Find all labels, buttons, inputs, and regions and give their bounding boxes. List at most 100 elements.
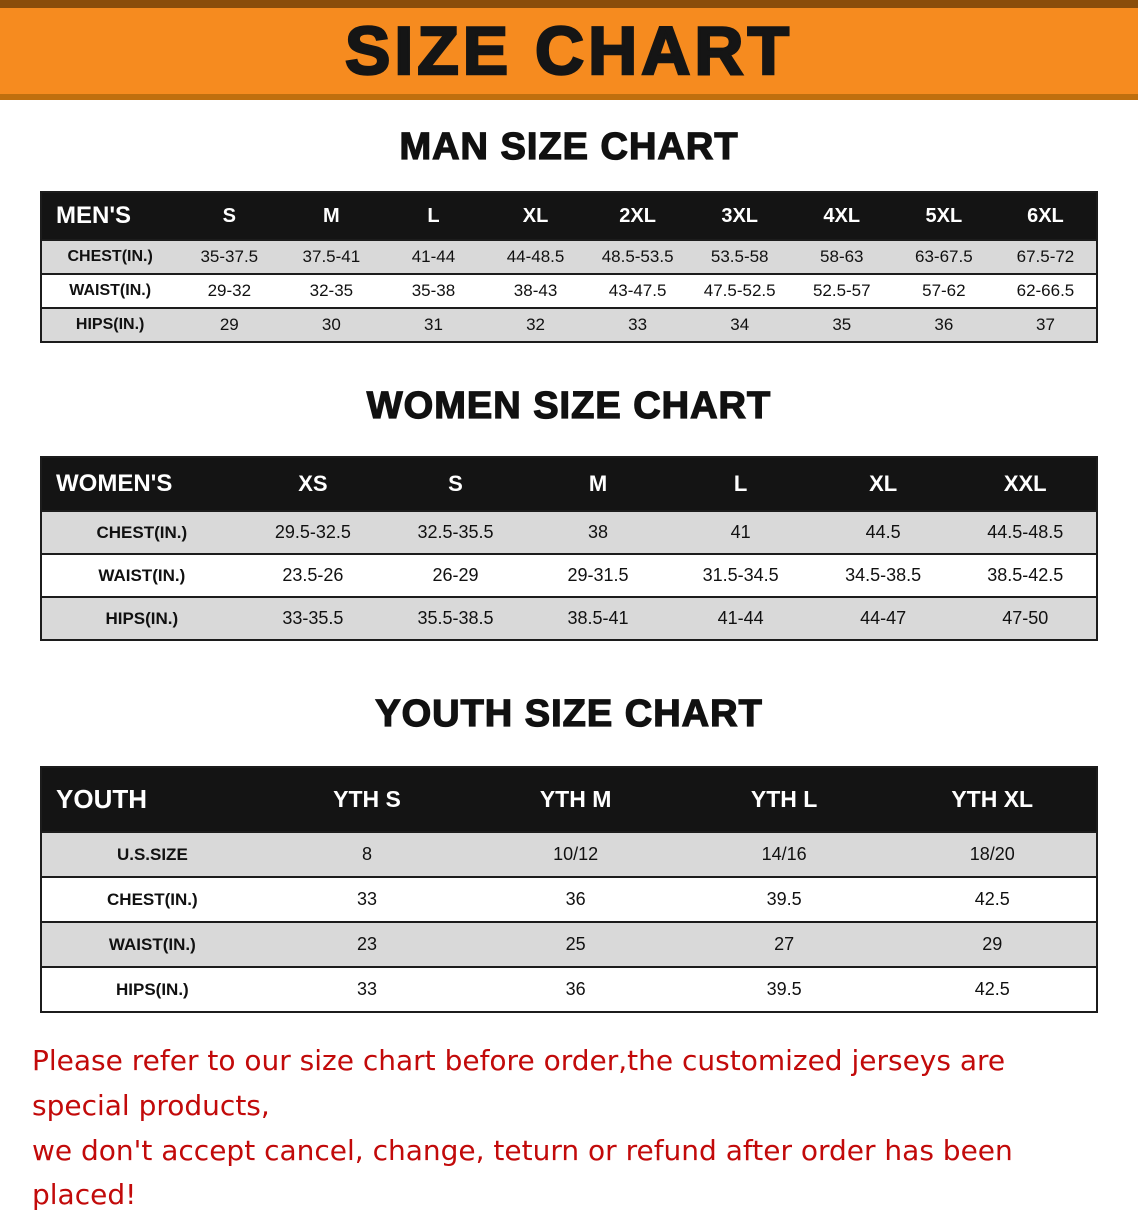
- size-value-cell: 33-35.5: [282, 608, 344, 628]
- size-column-header: XS: [298, 471, 328, 496]
- size-value-cell: 26-29: [432, 565, 479, 585]
- table-category-header: MEN'S: [56, 202, 132, 229]
- size-value-cell: 31: [424, 315, 443, 334]
- size-value-cell: 52.5-57: [812, 281, 871, 300]
- banner: SIZE CHART: [0, 0, 1138, 100]
- size-value-cell: 44-47: [860, 608, 907, 628]
- size-value-cell: 14/16: [761, 844, 807, 864]
- table-row: HIPS(IN.) 33 36 39.5 42.5: [41, 967, 1097, 1012]
- size-column-header: S: [448, 471, 463, 496]
- size-value-cell: 37: [1035, 315, 1055, 334]
- size-value-cell: 47-50: [1002, 608, 1049, 628]
- size-value-cell: 39.5: [766, 979, 802, 999]
- row-label: HIPS(IN.): [105, 608, 179, 628]
- size-value-cell: 25: [565, 934, 586, 954]
- row-label: CHEST(IN.): [96, 522, 188, 542]
- youth-size-table: YOUTH YTH S YTH M YTH L YTH XL U.S.SIZE 8 10/12…: [40, 766, 1098, 1013]
- size-value-cell: 36: [934, 315, 954, 334]
- youth-table-wrap: YOUTH YTH S YTH M YTH L YTH XL U.S.SIZE 8 10/12…: [40, 766, 1098, 1013]
- size-value-cell: 35-37.5: [200, 247, 259, 266]
- size-value-cell: 53.5-58: [710, 247, 769, 266]
- section-youth: YOUTH SIZE CHART YOUTH YTH S YTH M YTH L YTH…: [0, 692, 1138, 1013]
- table-row: CHEST(IN.) 29.5-32.5 32.5-35.5 38 41 44.5 44.5…: [41, 511, 1097, 554]
- size-value-cell: 34: [730, 315, 750, 334]
- size-value-cell: 47.5-52.5: [703, 281, 776, 300]
- row-label: WAIST(IN.): [108, 934, 196, 954]
- size-column-header: 2XL: [619, 204, 656, 227]
- table-row: CHEST(IN.) 33 36 39.5 42.5: [41, 877, 1097, 922]
- size-value-cell: 38-43: [513, 281, 558, 300]
- table-row: U.S.SIZE 8 10/12 14/16 18/20: [41, 832, 1097, 877]
- size-value-cell: 32.5-35.5: [417, 522, 494, 542]
- row-label: U.S.SIZE: [116, 844, 188, 864]
- size-column-header: 6XL: [1027, 204, 1064, 227]
- table-row: WAIST(IN.) 23 25 27 29: [41, 922, 1097, 967]
- table-header-row: MEN'S S M L XL 2XL 3XL 4XL 5XL 6XL: [41, 192, 1097, 240]
- size-value-cell: 41-44: [411, 247, 456, 266]
- size-value-cell: 44.5: [865, 522, 901, 542]
- size-value-cell: 38.5-41: [567, 608, 629, 628]
- size-value-cell: 48.5-53.5: [601, 247, 674, 266]
- size-value-cell: 29.5-32.5: [274, 522, 351, 542]
- size-value-cell: 10/12: [553, 844, 599, 864]
- table-row: WAIST(IN.) 23.5-26 26-29 29-31.5 31.5-34.5 34…: [41, 554, 1097, 597]
- size-value-cell: 33: [357, 889, 378, 909]
- disclaimer-line-1: Please refer to our size chart before or…: [32, 1044, 1006, 1122]
- section-heading-men: MAN SIZE CHART: [399, 125, 739, 168]
- size-column-header: XXL: [1003, 471, 1047, 496]
- size-value-cell: 62-66.5: [1016, 281, 1075, 300]
- size-value-cell: 42.5: [974, 979, 1010, 999]
- size-value-cell: 35.5-38.5: [417, 608, 494, 628]
- row-label: WAIST(IN.): [98, 565, 186, 585]
- size-column-header: 3XL: [721, 204, 759, 227]
- table-row: HIPS(IN.) 33-35.5 35.5-38.5 38.5-41 41-44 44-…: [41, 597, 1097, 640]
- size-value-cell: 39.5: [766, 889, 802, 909]
- men-table-wrap: MEN'S S M L XL 2XL 3XL 4XL 5XL 6XL CHEST(IN.) 35-37…: [40, 191, 1098, 343]
- row-label: CHEST(IN.): [107, 889, 198, 909]
- size-value-cell: 41: [730, 522, 751, 542]
- size-value-cell: 63-67.5: [915, 247, 973, 266]
- disclaimer: Please refer to our size chart before or…: [32, 1039, 1106, 1218]
- size-value-cell: 27: [774, 934, 795, 954]
- table-header-row: WOMEN'S XS S M L XL XXL: [41, 457, 1097, 511]
- section-women: WOMEN SIZE CHART WOMEN'S XS S M L XL XXL CHEST(…: [0, 384, 1138, 641]
- men-size-table: MEN'S S M L XL 2XL 3XL 4XL 5XL 6XL CHEST(IN.) 35-37…: [40, 191, 1098, 343]
- size-value-cell: 31.5-34.5: [702, 565, 779, 585]
- section-heading-youth: YOUTH SIZE CHART: [375, 692, 763, 735]
- size-value-cell: 38.5-42.5: [987, 565, 1064, 585]
- size-value-cell: 35: [832, 315, 852, 334]
- size-value-cell: 29-32: [207, 281, 252, 300]
- section-heading-women: WOMEN SIZE CHART: [366, 384, 772, 427]
- size-value-cell: 29-31.5: [567, 565, 629, 585]
- table-category-header: YOUTH: [56, 784, 147, 814]
- size-value-cell: 44-48.5: [506, 247, 565, 266]
- size-column-header: YTH L: [750, 786, 818, 812]
- women-table-wrap: WOMEN'S XS S M L XL XXL CHEST(IN.) 29.5-32.5 32.5…: [40, 456, 1098, 641]
- size-value-cell: 36: [565, 889, 586, 909]
- size-value-cell: 58-63: [820, 247, 864, 266]
- size-value-cell: 23.5-26: [282, 565, 344, 585]
- size-column-header: YTH M: [539, 786, 612, 812]
- size-value-cell: 42.5: [974, 889, 1010, 909]
- size-value-cell: 8: [362, 844, 373, 864]
- size-column-header: M: [588, 471, 608, 496]
- size-column-header: L: [427, 204, 440, 227]
- row-label: HIPS(IN.): [75, 316, 145, 333]
- size-value-cell: 41-44: [717, 608, 764, 628]
- row-label: CHEST(IN.): [67, 248, 153, 265]
- size-value-cell: 29: [982, 934, 1003, 954]
- women-size-table: WOMEN'S XS S M L XL XXL CHEST(IN.) 29.5-32.5 32.5…: [40, 456, 1098, 641]
- size-column-header: YTH XL: [951, 786, 1034, 812]
- size-column-header: XL: [869, 471, 898, 496]
- size-value-cell: 30: [321, 315, 341, 334]
- page-title: SIZE CHART: [344, 13, 793, 89]
- size-value-cell: 35-38: [411, 281, 456, 300]
- disclaimer-line-2: we don't accept cancel, change, teturn o…: [32, 1133, 1013, 1212]
- size-column-header: YTH S: [333, 786, 401, 812]
- size-value-cell: 37.5-41: [302, 247, 361, 266]
- size-value-cell: 57-62: [922, 281, 966, 300]
- size-value-cell: 36: [565, 979, 586, 999]
- size-value-cell: 23: [357, 934, 378, 954]
- size-value-cell: 33: [357, 979, 378, 999]
- size-value-cell: 34.5-38.5: [845, 565, 922, 585]
